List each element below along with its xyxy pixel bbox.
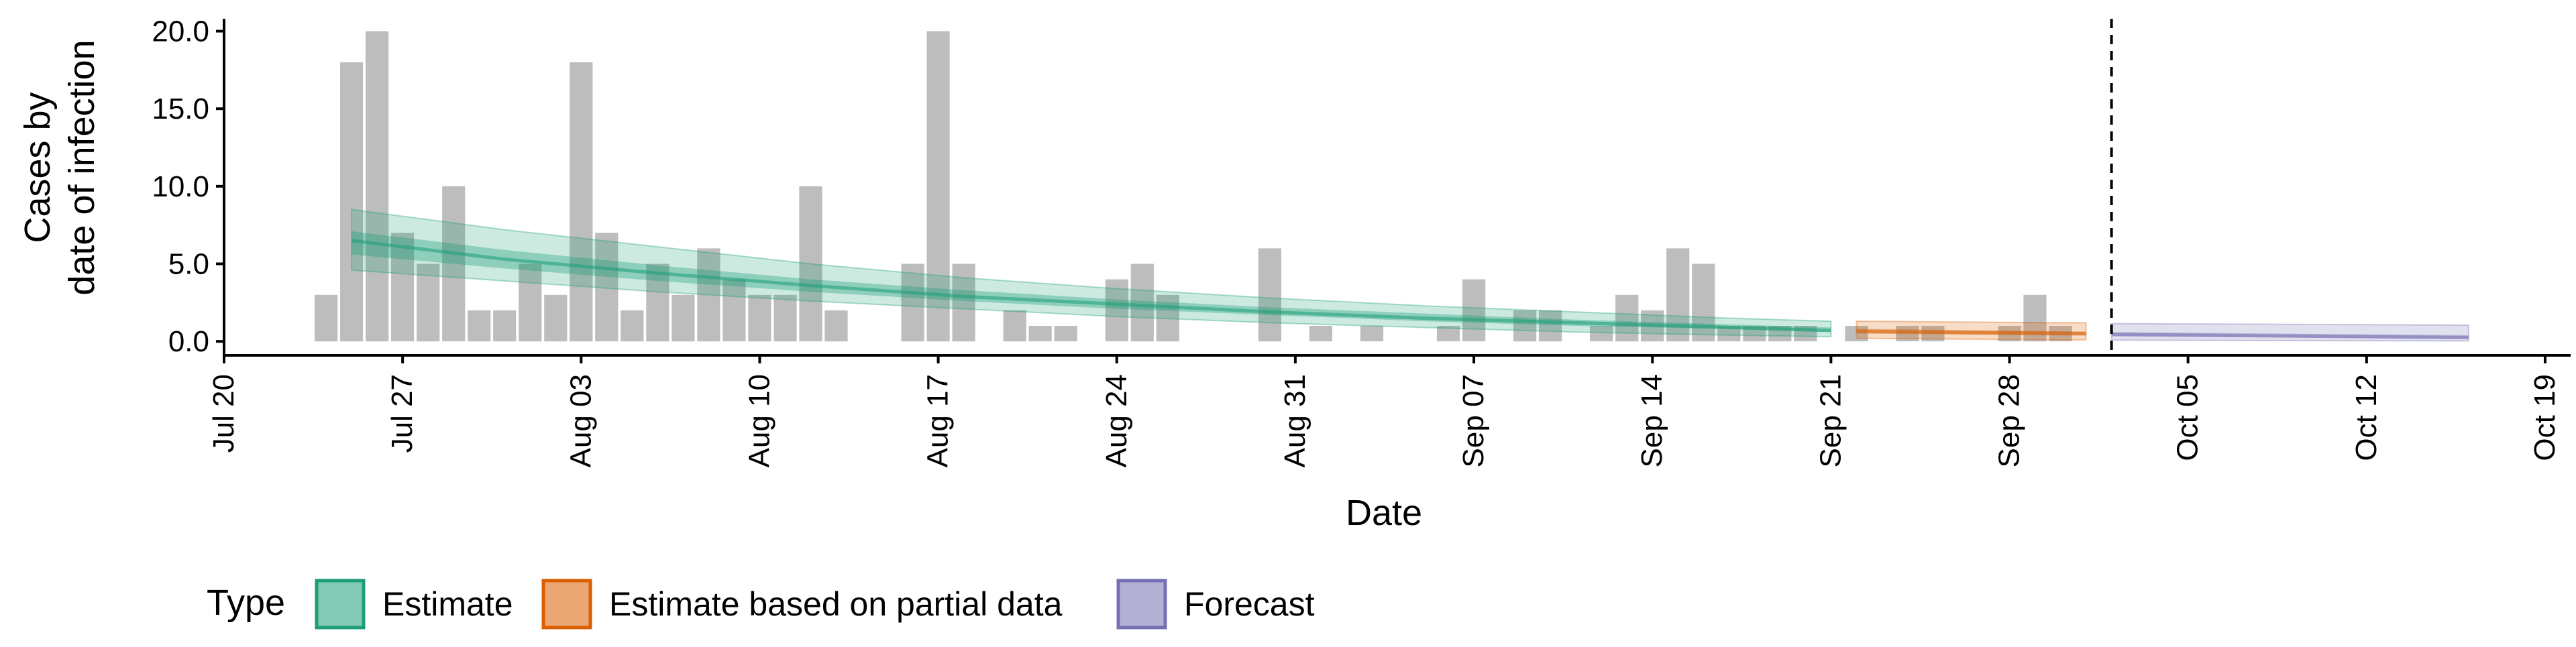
case-bar: [1462, 279, 1486, 342]
x-tick-label: Aug 03: [564, 374, 597, 467]
median-line-estimate-based-on-partial-data: [1856, 329, 2086, 336]
legend-label-estimate-based-on-partial-data: Estimate based on partial data: [609, 585, 1063, 623]
case-bar: [493, 310, 517, 342]
x-tick-label: Oct 05: [2171, 374, 2204, 461]
x-tick-label: Jul 27: [386, 374, 419, 453]
x-tick-label: Jul 20: [207, 374, 240, 453]
case-bar: [952, 263, 975, 342]
x-tick-label: Sep 21: [1814, 374, 1847, 467]
x-tick-label: Aug 24: [1100, 374, 1133, 467]
series-forecast: [2110, 322, 2469, 342]
case-bar: [672, 294, 695, 342]
case-bar: [391, 233, 415, 342]
legend-label-forecast: Forecast: [1184, 585, 1315, 623]
case-bar: [1539, 310, 1562, 342]
legend-title: Type: [207, 583, 285, 623]
case-bar: [1717, 326, 1741, 342]
case-bar: [1896, 326, 1919, 342]
case-bar: [1003, 310, 1026, 342]
case-bar: [621, 310, 644, 342]
y-axis-title-line-1: Cases by: [17, 92, 58, 243]
case-bar: [1615, 294, 1639, 342]
case-bar: [1360, 326, 1384, 342]
case-bar: [1436, 326, 1460, 342]
case-bar: [366, 31, 389, 342]
legend-key-estimate-based-on-partial-data: [541, 579, 592, 630]
series-estimate: [351, 209, 1832, 338]
case-bar: [468, 310, 491, 342]
case-bar: [544, 294, 568, 342]
median-line-estimate: [351, 239, 1831, 333]
case-bar: [748, 294, 771, 342]
legend: Type Estimate Estimate based on partial d…: [207, 579, 1315, 630]
y-axis-title: Cases by date of infection: [17, 40, 102, 295]
x-tick-label: Sep 14: [1635, 374, 1668, 467]
y-axis-ticks: 0.0 5.0 10.0 15.0 20.0: [152, 15, 224, 358]
case-bars: [315, 31, 2072, 342]
case-bar: [824, 310, 848, 342]
case-bar: [1156, 294, 1179, 342]
ribbon-90-estimate-based-on-partial-data: [1856, 320, 2087, 341]
case-bar: [1513, 310, 1537, 342]
x-axis-title: Date: [1346, 493, 1422, 533]
case-bar: [901, 263, 924, 342]
x-tick-label: Oct 19: [2528, 374, 2561, 461]
case-bar: [926, 31, 950, 342]
x-tick-label: Aug 17: [922, 374, 955, 467]
y-axis-title-line-2: date of infection: [62, 40, 102, 295]
case-bar: [340, 62, 364, 342]
case-bar: [697, 248, 720, 342]
series-estimate-based-on-partial-data: [1856, 320, 2087, 341]
case-bar: [1130, 263, 1154, 342]
case-bar: [1105, 279, 1128, 342]
legend-key-forecast: [1116, 579, 1167, 630]
case-bar: [1590, 326, 1613, 342]
case-bar: [646, 263, 669, 342]
x-tick-label: Aug 10: [743, 374, 776, 467]
x-tick-label: Aug 31: [1279, 374, 1311, 467]
case-bar: [799, 186, 822, 342]
case-bar: [519, 263, 542, 342]
case-bar: [417, 263, 440, 342]
x-tick-label: Oct 12: [2350, 374, 2383, 461]
y-tick-label: 15.0: [152, 93, 209, 125]
case-bar: [595, 233, 619, 342]
case-bar: [722, 279, 746, 342]
y-tick-label: 10.0: [152, 170, 209, 203]
x-tick-label: Sep 28: [1993, 374, 2026, 467]
case-bar: [1258, 248, 1281, 342]
legend-key-estimate: [315, 579, 366, 630]
case-bar: [773, 294, 797, 342]
case-bar: [1309, 326, 1332, 342]
case-bar: [442, 186, 466, 342]
y-tick-label: 20.0: [152, 15, 209, 48]
x-axis-ticks: Jul 20 Jul 27 Aug 03 Aug 10 Aug 17 Aug 24 Aug …: [207, 355, 2561, 467]
median-line-forecast: [2111, 333, 2469, 339]
case-bar: [570, 62, 593, 342]
case-bar: [315, 294, 338, 342]
case-bar: [1054, 326, 1077, 342]
y-tick-label: 0.0: [168, 325, 209, 358]
legend-label-estimate: Estimate: [382, 585, 513, 623]
case-bar: [1028, 326, 1052, 342]
y-tick-label: 5.0: [168, 248, 209, 281]
x-tick-label: Sep 07: [1457, 374, 1490, 467]
estimate-ribbons: [351, 209, 2469, 342]
